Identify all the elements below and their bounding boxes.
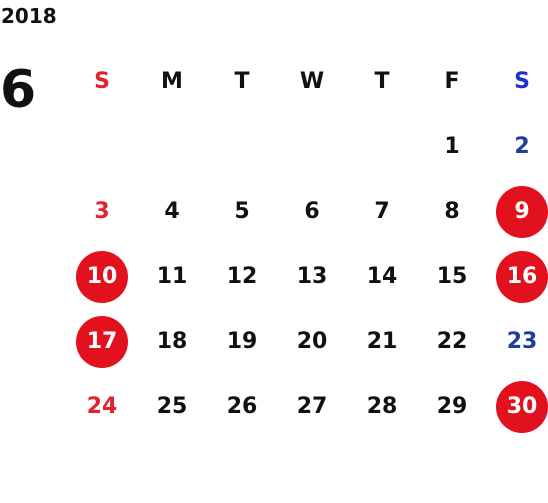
- day-cell: 12: [207, 244, 277, 309]
- weekday-header: S: [94, 68, 110, 94]
- day-number: 24: [86, 394, 118, 419]
- calendar-year: 2018: [1, 4, 57, 28]
- weekday-header: T: [374, 68, 390, 94]
- day-cell: 1: [417, 114, 487, 179]
- empty-day-cell: [137, 114, 207, 179]
- day-number: 5: [234, 199, 250, 224]
- day-cell: 17: [67, 309, 137, 374]
- day-number: 29: [436, 394, 468, 419]
- day-cell: 20: [277, 309, 347, 374]
- holiday-day-number: 10: [76, 250, 128, 303]
- day-number: 14: [366, 264, 398, 289]
- day-cell: 15: [417, 244, 487, 309]
- day-number: 3: [94, 199, 110, 224]
- day-number: 13: [296, 264, 328, 289]
- empty-day-cell: [347, 114, 417, 179]
- day-cell: 7: [347, 179, 417, 244]
- calendar-grid: S M T W T F S 1 2 3 4 5 6 7 8 9 10 11 12 13 14 15 16 17 18 19 20 21…: [67, 48, 548, 439]
- empty-day-cell: [277, 114, 347, 179]
- day-cell: 6: [277, 179, 347, 244]
- day-cell: 13: [277, 244, 347, 309]
- day-cell: 28: [347, 374, 417, 439]
- day-number: 20: [296, 329, 328, 354]
- day-cell: 25: [137, 374, 207, 439]
- day-cell: 18: [137, 309, 207, 374]
- empty-day-cell: [67, 114, 137, 179]
- day-number: 23: [506, 329, 538, 354]
- day-number: 4: [164, 199, 180, 224]
- day-cell: 16: [487, 244, 548, 309]
- day-number: 27: [296, 394, 328, 419]
- day-cell: 4: [137, 179, 207, 244]
- day-number: 1: [444, 134, 460, 159]
- day-number: 11: [156, 264, 188, 289]
- day-cell: 3: [67, 179, 137, 244]
- empty-day-cell: [207, 114, 277, 179]
- holiday-day-number: 17: [76, 315, 128, 368]
- day-number: 8: [444, 199, 460, 224]
- weekday-header: S: [514, 68, 530, 94]
- day-cell: 19: [207, 309, 277, 374]
- day-cell: 14: [347, 244, 417, 309]
- day-cell: 27: [277, 374, 347, 439]
- day-number: 7: [374, 199, 390, 224]
- day-cell: 26: [207, 374, 277, 439]
- day-number: 12: [226, 264, 258, 289]
- day-cell: 10: [67, 244, 137, 309]
- day-cell: 24: [67, 374, 137, 439]
- day-number: 21: [366, 329, 398, 354]
- day-cell: 8: [417, 179, 487, 244]
- day-number: 22: [436, 329, 468, 354]
- day-cell: 2: [487, 114, 548, 179]
- day-cell: 30: [487, 374, 548, 439]
- day-number: 18: [156, 329, 188, 354]
- day-number: 6: [304, 199, 320, 224]
- holiday-day-number: 9: [496, 185, 548, 238]
- day-cell: 29: [417, 374, 487, 439]
- day-cell: 5: [207, 179, 277, 244]
- day-cell: 22: [417, 309, 487, 374]
- day-cell: 21: [347, 309, 417, 374]
- day-number: 19: [226, 329, 258, 354]
- weekday-header: M: [161, 68, 183, 94]
- day-cell: 11: [137, 244, 207, 309]
- day-number: 25: [156, 394, 188, 419]
- weekday-header: T: [234, 68, 250, 94]
- day-number: 26: [226, 394, 258, 419]
- weekday-header: F: [444, 68, 460, 94]
- day-number: 15: [436, 264, 468, 289]
- holiday-day-number: 16: [496, 250, 548, 303]
- day-cell: 9: [487, 179, 548, 244]
- day-cell: 23: [487, 309, 548, 374]
- calendar-month: 6: [0, 60, 37, 120]
- holiday-day-number: 30: [496, 380, 548, 433]
- day-number: 2: [514, 134, 530, 159]
- weekday-header: W: [299, 68, 325, 94]
- day-number: 28: [366, 394, 398, 419]
